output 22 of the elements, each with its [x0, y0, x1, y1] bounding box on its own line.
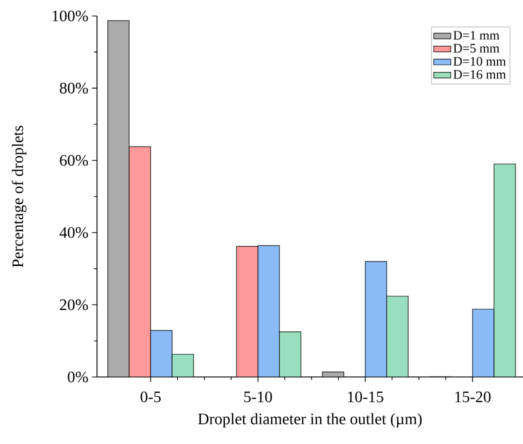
x-axis-title: Droplet diameter in the outlet (µm): [198, 413, 422, 428]
y-tick-label: 0%: [68, 372, 88, 382]
legend-label: D=1 mm: [453, 31, 500, 40]
bar: [494, 164, 516, 377]
bar: [128, 146, 151, 377]
bar: [386, 296, 408, 377]
y-tick-label: 60%: [60, 154, 88, 166]
legend-label: D=5 mm: [453, 44, 500, 53]
y-tick-label: 20%: [60, 299, 88, 310]
y-tick-label: 40%: [60, 227, 88, 238]
x-tick-label: 15-20: [455, 392, 491, 402]
bar: [236, 246, 258, 377]
x-tick-label: 0-5: [140, 392, 161, 402]
bar: [279, 332, 302, 377]
y-tick-label: 80%: [60, 82, 88, 94]
legend-label: D=10 mm: [453, 57, 506, 66]
y-tick-label: 100%: [52, 10, 88, 22]
bar: [172, 354, 194, 377]
x-tick-label: 10-15: [348, 392, 384, 402]
x-tick-label: 5-10: [244, 392, 272, 402]
y-axis-title: Percentage of droplets: [12, 126, 26, 268]
legend-label: D=16 mm: [453, 70, 506, 79]
